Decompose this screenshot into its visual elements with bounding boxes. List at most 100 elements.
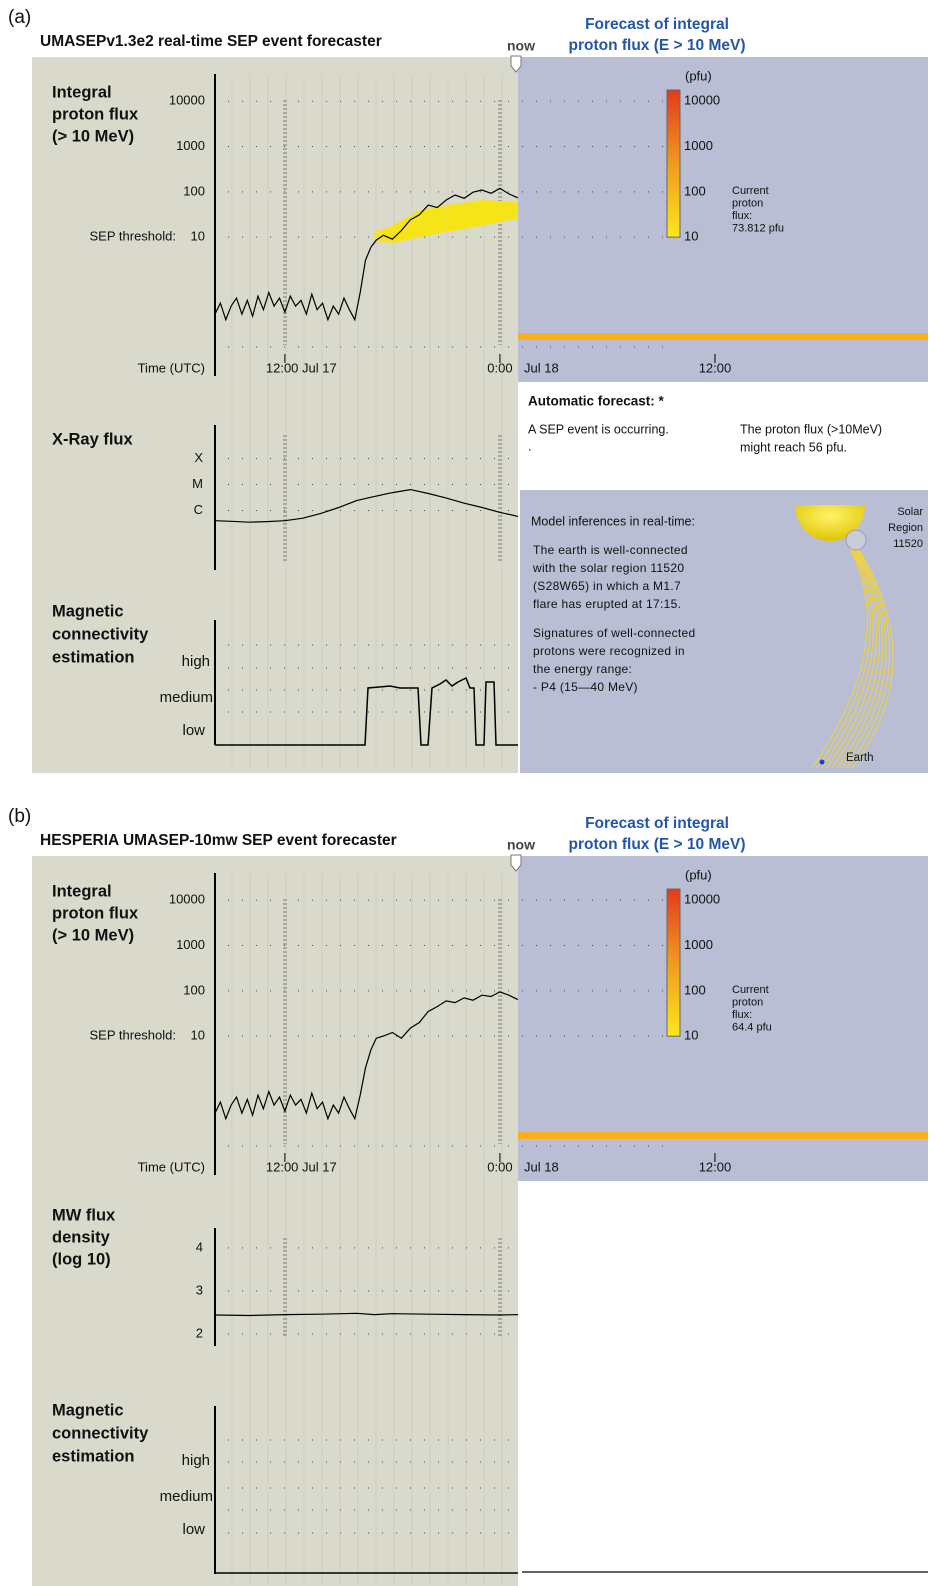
field-line: [841, 544, 887, 769]
y-tick-label: 2: [196, 1325, 203, 1340]
x-tick-label: 12:00 Jul 17: [266, 360, 337, 375]
field-line: [816, 544, 871, 769]
flux-ylabel: Integral: [52, 83, 112, 101]
colorbar-tick-label: 10000: [684, 93, 720, 108]
current-flux: 64.4 pfu: [732, 1021, 772, 1033]
y-tick-label: M: [192, 476, 203, 491]
field-line: [846, 544, 890, 769]
forecast-title: proton flux (E > 10 MeV): [569, 37, 746, 54]
inference-text: the energy range:: [533, 662, 632, 676]
forecast-title: Forecast of integral: [585, 815, 729, 832]
solar-region: [845, 529, 867, 551]
level-label: low: [182, 722, 205, 739]
forecast-band: [419, 205, 447, 238]
colorbar-tick-label: 100: [684, 183, 706, 198]
earth-label: Earth: [846, 752, 874, 764]
panel-label: (b): [8, 806, 31, 827]
forecast-prediction: might reach 56 pfu.: [740, 440, 847, 454]
connectivity-ylabel: estimation: [52, 1447, 135, 1465]
y-tick-label: 10: [191, 229, 205, 244]
x-tick-label: 0:00: [487, 1159, 512, 1174]
colorbar-tick-label: 100: [684, 982, 706, 997]
x-tick-label: 12:00 Jul 17: [266, 1159, 337, 1174]
y-tick-label: 4: [196, 1239, 203, 1254]
field-line: [851, 544, 894, 769]
level-label: high: [182, 1452, 210, 1469]
panel: (a) UMASEPv1.3e2 real-time SEP event fore…: [8, 7, 928, 773]
threshold-label: SEP threshold:: [90, 229, 176, 244]
left-background: [32, 856, 518, 1586]
now-label: now: [507, 837, 535, 853]
second-ylabel: (log 10): [52, 1250, 111, 1268]
forecast-prediction: The proton flux (>10MeV): [740, 422, 882, 436]
current-flux: flux:: [732, 210, 752, 222]
forecast-title: proton flux (E > 10 MeV): [569, 836, 746, 853]
panel-label: (a): [8, 7, 31, 28]
colorbar-unit: (pfu): [685, 867, 712, 882]
now-marker: [510, 854, 522, 872]
solar-region-label: Solar: [897, 506, 923, 518]
solar-region-label: 11520: [893, 538, 923, 550]
forecast-band: [482, 200, 518, 226]
field-line: [836, 544, 884, 769]
threshold-label: SEP threshold:: [90, 1028, 176, 1043]
forecast-status: A SEP event is occurring.: [528, 422, 669, 436]
field-line: [826, 544, 877, 769]
y-tick-label: X: [194, 450, 203, 465]
solar-region-label: Region: [888, 522, 923, 534]
y-tick-label: 10: [191, 1028, 205, 1043]
connectivity-line: [215, 676, 518, 746]
connectivity-ylabel: Magnetic: [52, 602, 124, 620]
connectivity-ylabel: estimation: [52, 648, 135, 666]
forecast-band: [446, 200, 483, 232]
level-label: low: [182, 1521, 205, 1538]
current-flux: Current: [732, 185, 769, 197]
x-tick-label: 0:00: [487, 360, 512, 375]
now-label: now: [507, 38, 535, 54]
sun: [795, 505, 865, 541]
left-background: [32, 57, 518, 773]
current-flux: 73.812 pfu: [732, 222, 784, 234]
y-tick-label: 10000: [169, 93, 205, 108]
second-ylabel: X-Ray flux: [52, 430, 134, 448]
forecast-bar: [518, 1132, 928, 1139]
y-tick-label: 3: [196, 1282, 203, 1297]
colorbar: [666, 888, 681, 1037]
inference-text: The earth is well-connected: [533, 543, 688, 557]
y-tick-label: 1000: [176, 937, 205, 952]
data-line: [214, 1312, 519, 1317]
date-label: Jul 18: [524, 1159, 559, 1174]
second-ylabel: MW flux: [52, 1206, 116, 1224]
second-ylabel: density: [52, 1228, 111, 1246]
y-tick-label: 1000: [176, 138, 205, 153]
now-marker: [510, 55, 522, 73]
flux-ylabel: (> 10 MeV): [52, 926, 134, 944]
current-flux: proton: [732, 197, 763, 209]
panel-title: HESPERIA UMASEP-10mw SEP event forecaste…: [40, 832, 397, 849]
forecast-status: .: [528, 439, 531, 453]
x-tick-label: 12:00: [699, 1159, 732, 1174]
panel: (b) HESPERIA UMASEP-10mw SEP event foreca…: [8, 806, 928, 1586]
flux-ylabel: Integral: [52, 882, 112, 900]
field-line: [821, 544, 874, 769]
data-line: [214, 991, 519, 1121]
x-tick-label: 12:00: [699, 360, 732, 375]
connectivity-ylabel: Magnetic: [52, 1401, 124, 1419]
colorbar-tick-label: 10000: [684, 892, 720, 907]
forecast-bar: [518, 333, 928, 340]
field-line: [831, 544, 881, 769]
flux-ylabel: (> 10 MeV): [52, 127, 134, 145]
panel-title: UMASEPv1.3e2 real-time SEP event forecas…: [40, 33, 382, 50]
field-line: [811, 544, 868, 769]
x-axis-label: Time (UTC): [138, 1159, 205, 1174]
level-label: high: [182, 653, 210, 670]
level-label: medium: [160, 689, 213, 706]
inference-text: - P4 (15—40 MeV): [533, 680, 638, 694]
inference-text: Signatures of well-connected: [533, 626, 696, 640]
current-flux: Current: [732, 984, 769, 996]
forecast-title: Forecast of integral: [585, 16, 729, 33]
y-tick-label: C: [194, 502, 203, 517]
colorbar-tick-label: 10: [684, 229, 698, 244]
connectivity-ylabel: connectivity: [52, 625, 149, 643]
